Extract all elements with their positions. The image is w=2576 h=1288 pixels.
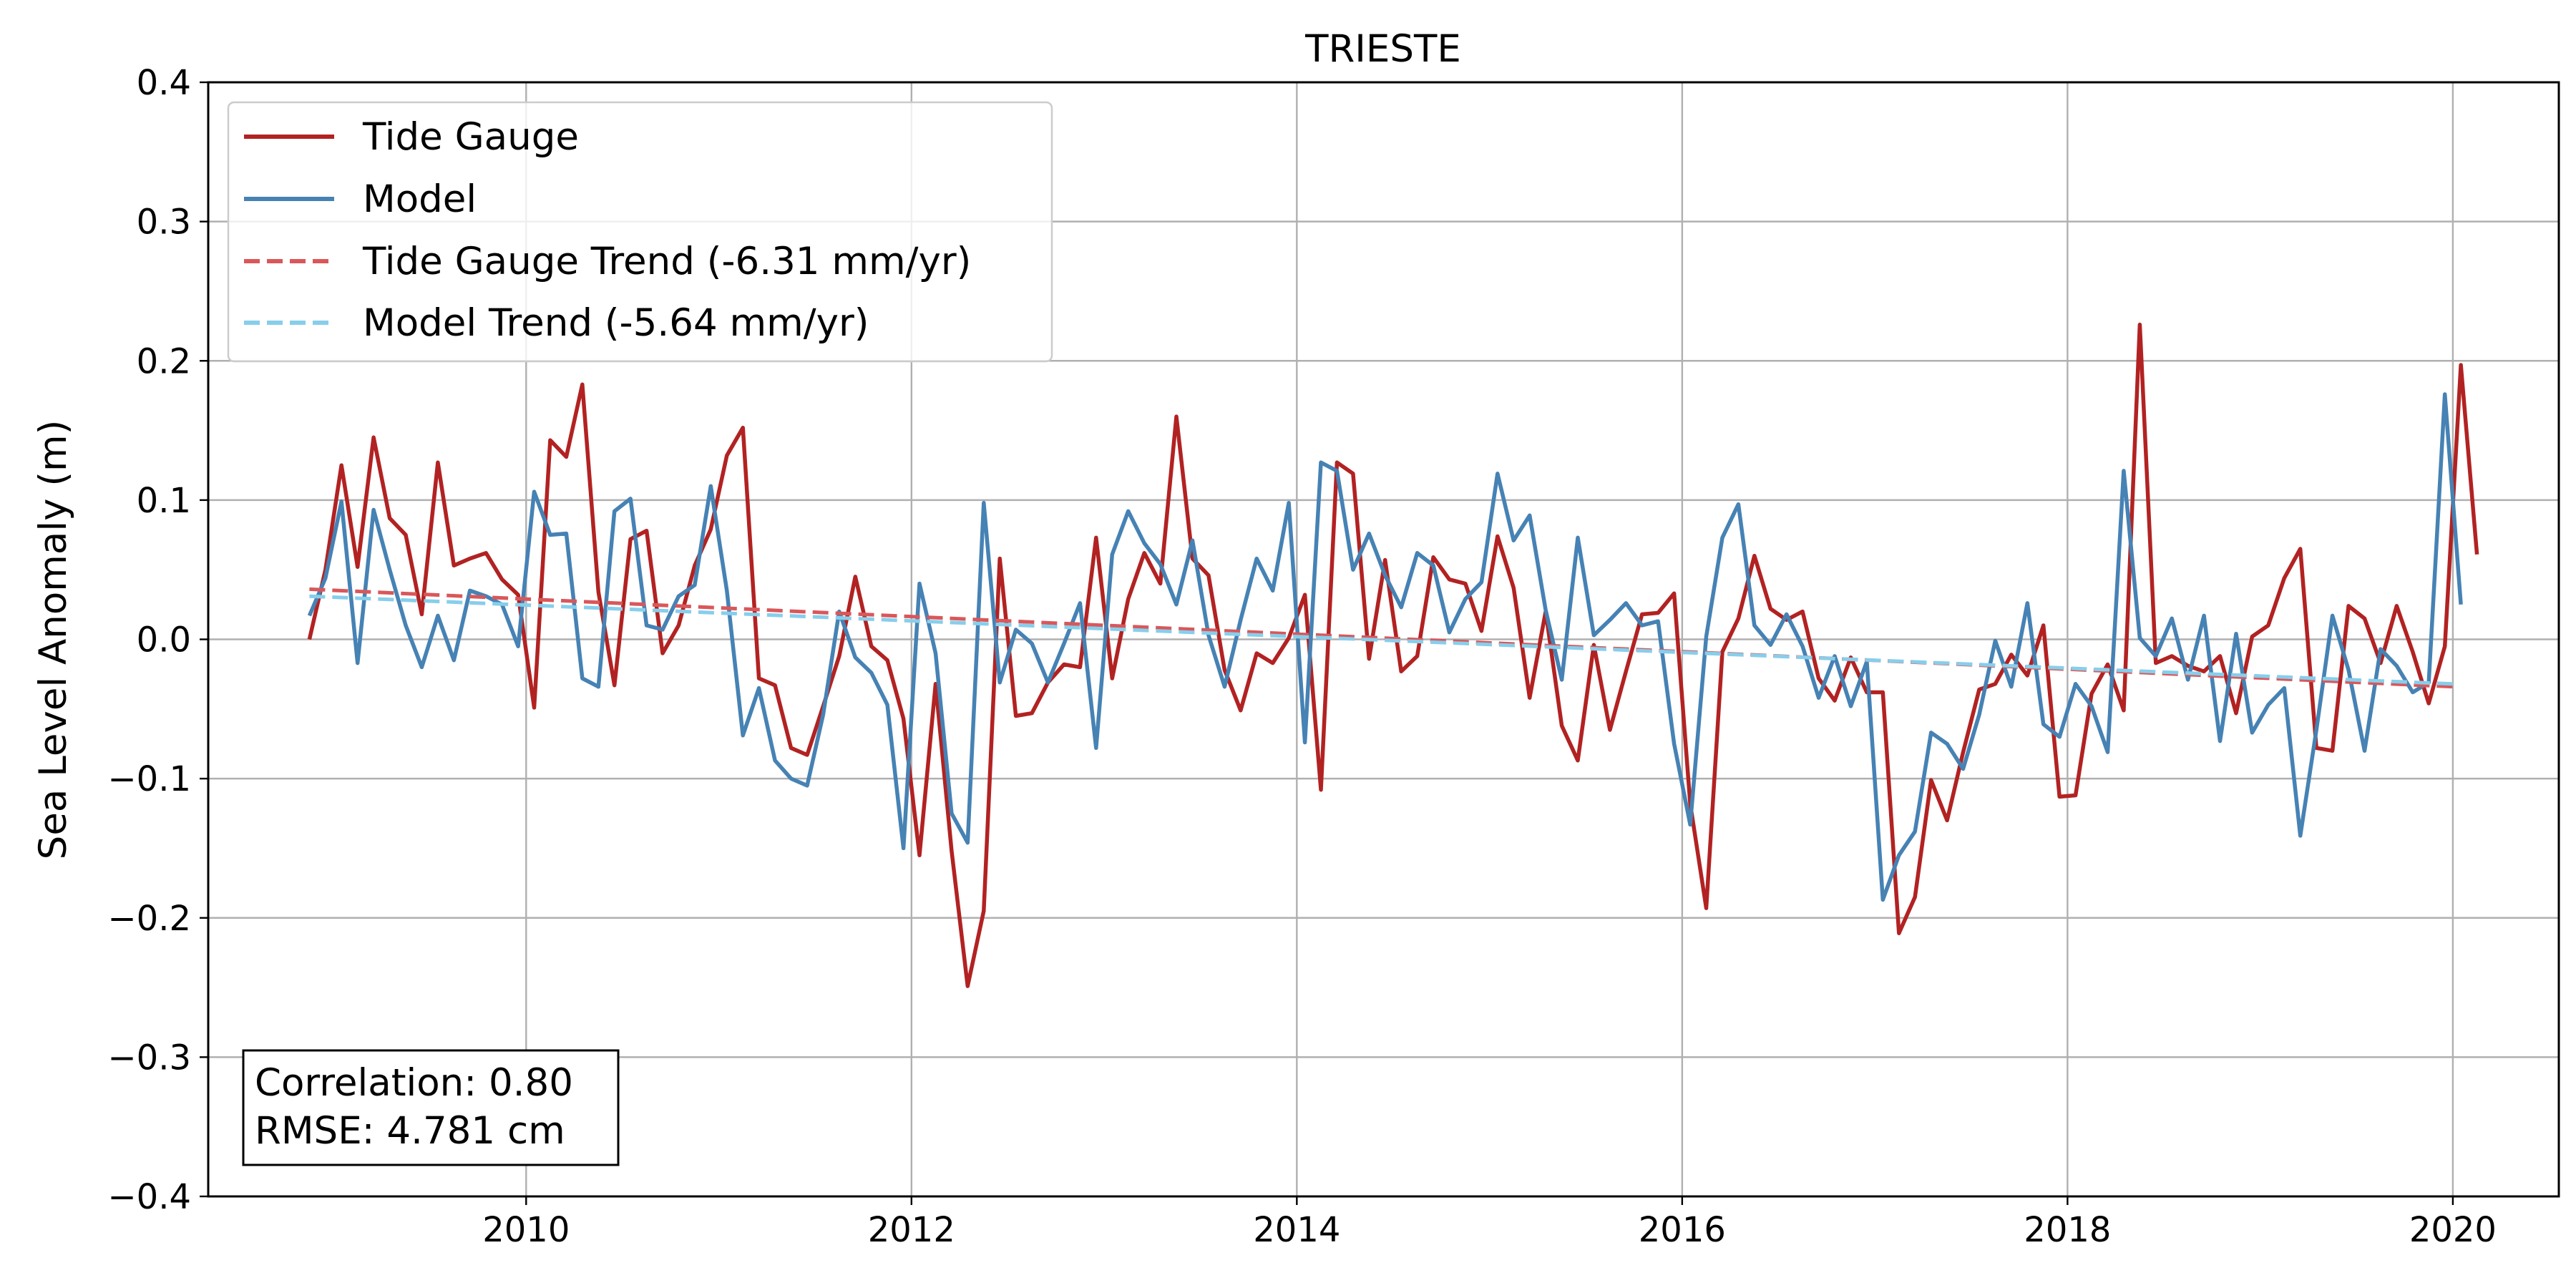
legend-label-tide-gauge-trend: Tide Gauge Trend (-6.31 mm/yr): [362, 240, 971, 283]
legend: Tide Gauge Model Tide Gauge Trend (-6.31…: [227, 101, 1053, 363]
y-tick-label: 0.0: [137, 620, 191, 660]
legend-label-model-trend: Model Trend (-5.64 mm/yr): [363, 301, 869, 345]
stats-box: Correlation: 0.80 RMSE: 4.781 cm: [242, 1049, 620, 1166]
y-tick-label: −0.2: [107, 899, 191, 939]
chart-title: TRIESTE: [1304, 27, 1461, 71]
y-tick-label: −0.3: [107, 1038, 191, 1078]
y-tick-label: −0.4: [107, 1177, 191, 1217]
legend-box: [227, 101, 1053, 363]
tide-gauge-line: [307, 322, 2479, 988]
x-tick-label: 2016: [1639, 1210, 1726, 1250]
x-tick-label: 2012: [868, 1210, 955, 1250]
legend-label-tide-gauge: Tide Gauge: [362, 115, 579, 159]
y-tick-label: −0.1: [107, 759, 191, 799]
x-tick-label: 2018: [2024, 1210, 2111, 1250]
model-trend-line: [309, 594, 2454, 686]
y-axis-label: Sea Level Anomaly (m): [31, 420, 75, 860]
model-line: [307, 392, 2463, 902]
series-layer: [307, 322, 2479, 988]
x-tick-label: 2014: [1253, 1210, 1340, 1250]
rmse-text: RMSE: 4.781 cm: [255, 1109, 565, 1153]
y-tick-label: 0.1: [137, 481, 191, 521]
y-tick-label: 0.2: [137, 341, 191, 381]
y-tick-label: 0.4: [137, 63, 191, 103]
stats-box-frame: [242, 1049, 620, 1166]
legend-label-model: Model: [363, 177, 477, 221]
x-tick-label: 2020: [2409, 1210, 2497, 1250]
y-axis-ticks: −0.4 −0.3 −0.2 −0.1 0.0 0.1 0.2 0.3 0.4: [107, 63, 208, 1217]
x-axis-ticks: 2010 2012 2014 2016 2018 2020: [482, 1196, 2497, 1250]
correlation-text: Correlation: 0.80: [255, 1061, 573, 1105]
y-tick-label: 0.3: [137, 203, 191, 243]
x-tick-label: 2010: [482, 1210, 570, 1250]
